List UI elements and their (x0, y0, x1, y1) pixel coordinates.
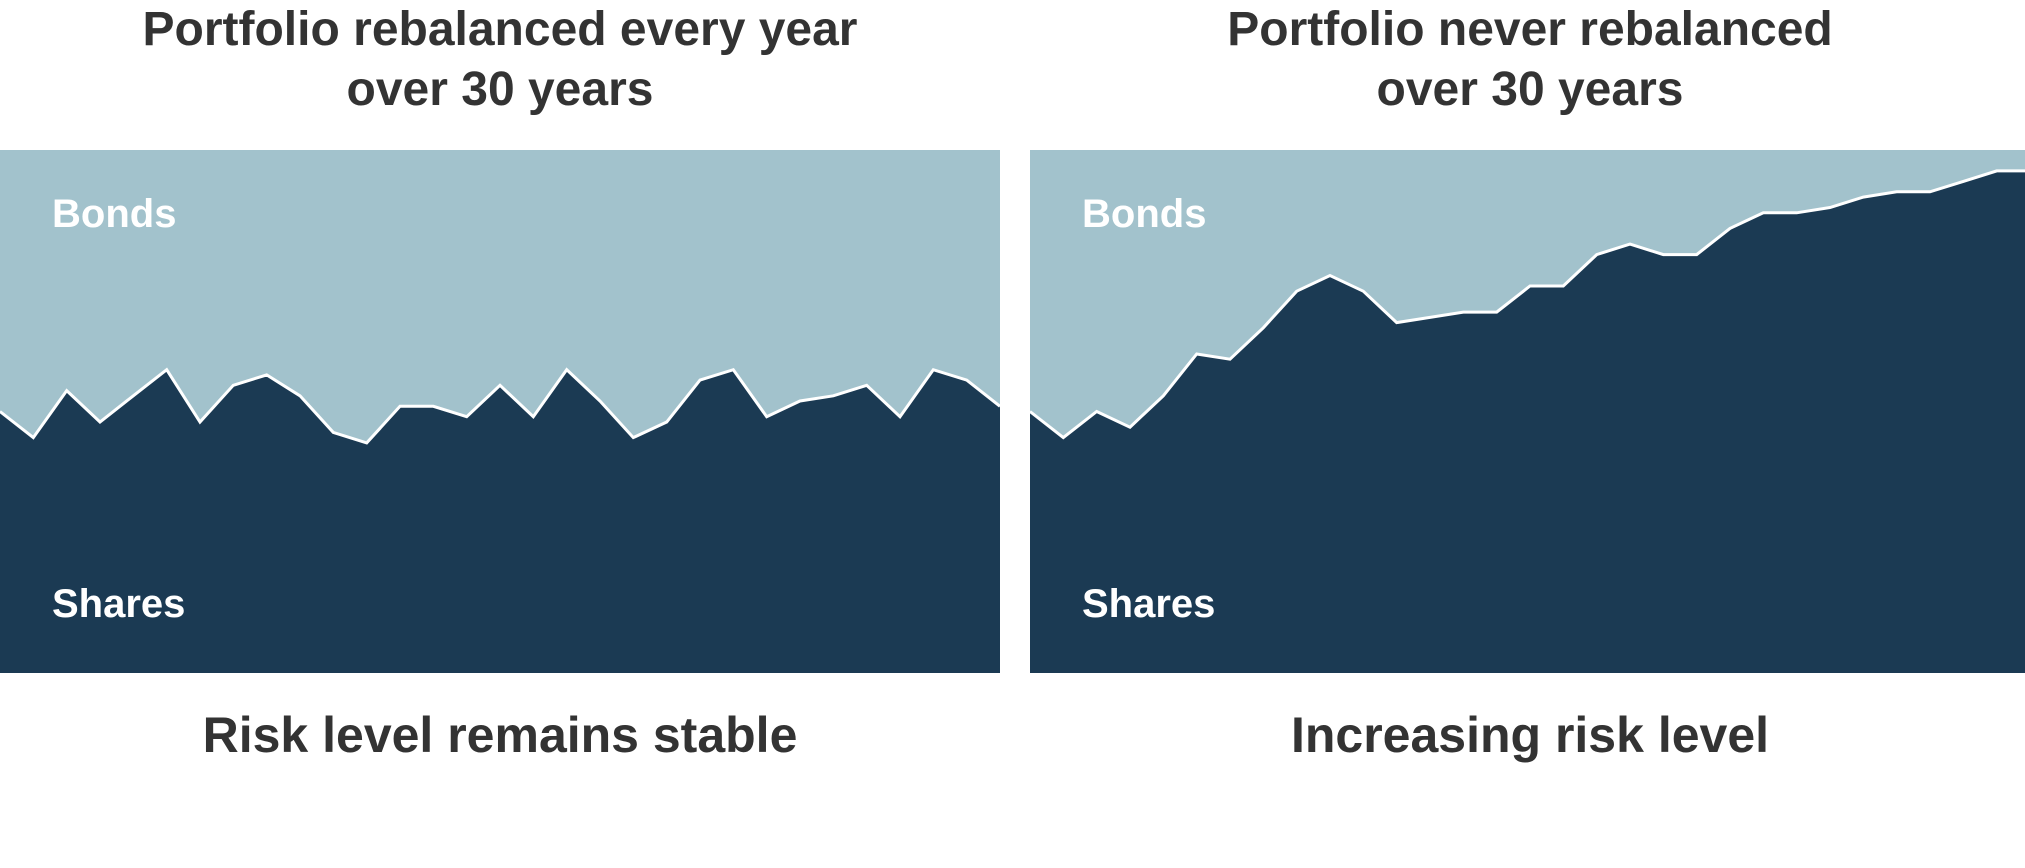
chart-title-line: over 30 years (1376, 63, 1684, 116)
chart-panel-rebalanced: Portfolio rebalanced every year over 30 … (0, 0, 1000, 868)
area-chart-svg (0, 150, 1000, 673)
chart-title-line: over 30 years (346, 63, 654, 116)
bonds-series-label: Bonds (1082, 192, 1207, 236)
chart-caption: Increasing risk level (1290, 707, 1770, 763)
shares-series-label: Shares (1082, 582, 1216, 626)
area-chart-never-rebalanced: Bonds Shares (1030, 150, 2025, 673)
allocation-boundary-line (0, 367, 1000, 445)
shares-area (1030, 170, 2025, 673)
shares-series-label: Shares (52, 582, 186, 626)
chart-panel-never-rebalanced: Portfolio never rebalanced over 30 years… (1030, 0, 2025, 868)
chart-title: Portfolio rebalanced every year over 30 … (0, 0, 1000, 120)
shares-area (0, 369, 1000, 673)
chart-title: Portfolio never rebalanced over 30 years (1030, 0, 2025, 120)
chart-title-line: Portfolio rebalanced every year (142, 3, 858, 56)
allocation-boundary-line (1030, 169, 2025, 440)
area-chart-svg (1030, 150, 2025, 673)
area-chart-rebalanced: Bonds Shares (0, 150, 1000, 673)
chart-title-line: Portfolio never rebalanced (1227, 3, 1833, 56)
bonds-series-label: Bonds (52, 192, 177, 236)
chart-caption: Risk level remains stable (202, 707, 798, 763)
